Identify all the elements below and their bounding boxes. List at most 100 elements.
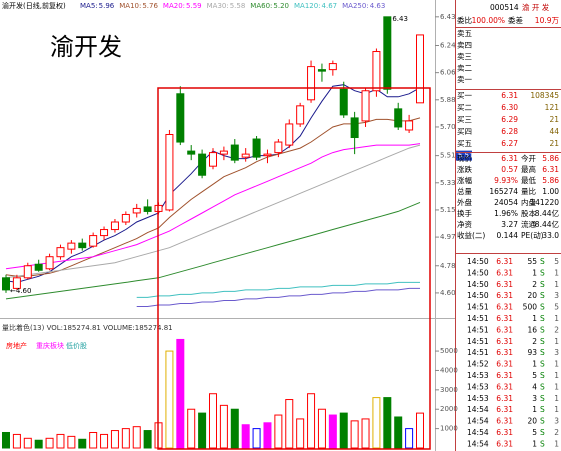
tick-volume: 2: [532, 280, 537, 289]
tick-time: 14:50: [467, 268, 489, 277]
tick-price: 6.31: [496, 382, 513, 391]
stat-value: 3.27: [501, 220, 518, 229]
ma-legend-value: 5.20: [273, 2, 289, 10]
tick-time: 14:51: [467, 325, 489, 334]
tick-volume: 1: [532, 360, 537, 369]
tick-time: 14:51: [467, 337, 489, 346]
tick-time: 14:54: [467, 439, 489, 448]
volume-bar: [78, 438, 87, 449]
volume-bar: [274, 414, 283, 449]
volume-bar: [176, 338, 185, 449]
tick-price: 6.31: [496, 325, 513, 334]
bid-volume: 121: [545, 103, 560, 112]
candle-body: [317, 69, 326, 72]
tick-volume: 4: [532, 382, 537, 391]
candle-body: [23, 265, 32, 279]
tick-time: 14:51: [467, 314, 489, 323]
candle-body: [56, 247, 65, 258]
tick-price: 6.31: [496, 337, 513, 346]
stat-label: 流通: [521, 219, 536, 229]
sector-tag: 重庆板块: [36, 341, 64, 350]
tick-time: 14:50: [467, 257, 489, 266]
stat-value: 8.44亿: [535, 219, 560, 229]
stat-label: 总量: [457, 186, 472, 196]
volume-tick-label: 1000: [440, 425, 458, 433]
tick-price: 6.31: [496, 428, 513, 437]
stat-label: 外盘: [457, 197, 472, 207]
tick-time: 14:51: [467, 303, 489, 312]
tick-volume: 16: [527, 325, 537, 334]
candle-body: [78, 242, 87, 249]
tick-time: 14:53: [467, 371, 489, 380]
tick-count: 5: [554, 303, 559, 312]
volume-pane: 量比着色(13) VOL:185274.81 VOLUME:185274.81 房…: [2, 323, 458, 449]
quote-label: 委差: [508, 15, 523, 25]
ask-label: 卖二: [457, 64, 472, 73]
ma-legend-value: 5.96: [99, 2, 115, 10]
tick-time: 14:52: [467, 360, 489, 369]
stat-label: 换手: [457, 208, 472, 218]
stock-name: 渝 开 发: [522, 2, 550, 12]
tick-volume: 1: [532, 439, 537, 448]
stat-value: 9.93%: [494, 176, 518, 185]
candle-body: [34, 263, 43, 271]
tick-time: 14:50: [467, 280, 489, 289]
tick-count: 3: [554, 348, 559, 357]
tick-flag: S: [540, 337, 545, 346]
tick-volume: 93: [527, 348, 537, 357]
stat-value: 141220: [530, 198, 559, 207]
candle-body: [252, 138, 261, 158]
cursor-box: [456, 150, 472, 161]
stat-label: 最低: [521, 175, 536, 185]
ma-legend-value: 5.59: [186, 2, 202, 10]
bid-label: 买三: [457, 115, 472, 124]
high-label: 6.43: [392, 15, 408, 23]
volume-bar: [121, 428, 130, 449]
volume-bar: [230, 408, 239, 449]
y-tick-label: 6.43: [440, 13, 456, 21]
candle-body: [2, 277, 10, 291]
volume-bar: [89, 431, 98, 449]
tick-count: 3: [554, 291, 559, 300]
y-tick-label: 4.78: [440, 262, 456, 270]
stat-label: PE(动): [521, 230, 544, 240]
stat-label: 收益(二): [457, 230, 485, 240]
volume-bar: [198, 412, 207, 449]
tick-flag: S: [540, 268, 545, 277]
tick-time: 14:54: [467, 417, 489, 426]
tick-count: 1: [554, 314, 559, 323]
tick-volume: 5: [532, 371, 537, 380]
candle-body: [361, 90, 370, 122]
volume-bar: [56, 433, 65, 449]
tick-count: 1: [554, 360, 559, 369]
bid-price: 6.28: [501, 127, 518, 136]
y-tick-label: 4.97: [440, 233, 456, 241]
tick-count: 1: [554, 439, 559, 448]
price-pane: 渝开发(日线,前复权) MA5: 5.96 MA10: 5.76 MA20: 5.59 MA3…: [2, 1, 474, 307]
bid-label: 买五: [457, 139, 472, 148]
candle-body: [198, 153, 207, 176]
volume-bar: [263, 422, 272, 449]
volume-tick-label: 3000: [440, 386, 458, 394]
tick-count: 5: [554, 257, 559, 266]
tick-flag: S: [540, 405, 545, 414]
tick-price: 6.31: [496, 439, 513, 448]
tick-count: 1: [554, 371, 559, 380]
tick-price: 6.31: [496, 280, 513, 289]
ma-legend-name: MA120:: [294, 2, 321, 10]
quote-value: 10.9万: [535, 16, 560, 25]
tick-time: 14:54: [467, 405, 489, 414]
ma-line: [5, 144, 421, 279]
tick-count: 1: [554, 394, 559, 403]
ma-legend-name: MA30:: [207, 2, 229, 10]
candle-body: [274, 141, 283, 154]
candle-body: [383, 16, 392, 90]
tick-volume: 1: [532, 268, 537, 277]
volume-bar: [328, 414, 337, 449]
tick-flag: S: [540, 303, 545, 312]
tick-flag: S: [540, 257, 545, 266]
tick-volume: 55: [527, 257, 537, 266]
tick-count: 1: [554, 405, 559, 414]
